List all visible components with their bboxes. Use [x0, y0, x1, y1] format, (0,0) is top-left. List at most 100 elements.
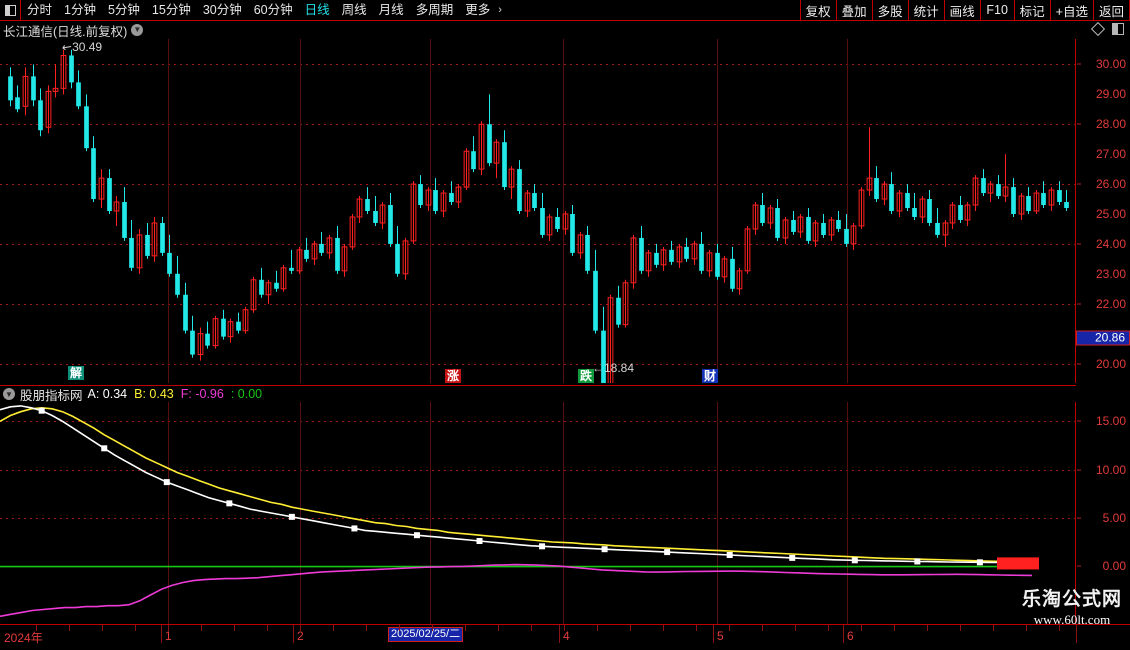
indicator-name: 股朋指标网 [20, 388, 83, 403]
indicator-value-3: : 0.00 [230, 387, 263, 401]
indicator-svg [0, 402, 1075, 624]
toolbar-left-group: 分时 1分钟 5分钟 15分钟 30分钟 60分钟 日线 周线 月线 多周期 更多 › [0, 0, 506, 20]
timeframe-7[interactable]: 周线 [341, 3, 367, 17]
date-tick [1059, 625, 1060, 631]
price-chart-pane[interactable]: ↙30.49 ←18.84 解 涨 跌 财 [0, 39, 1076, 383]
timeframe-6[interactable]: 日线 [304, 3, 330, 17]
indicator-pane[interactable] [0, 402, 1076, 624]
indicator-collapse-icon[interactable]: ▼ [3, 388, 15, 400]
toolbar-action-2[interactable]: 多股 [871, 0, 908, 20]
date-tick [960, 625, 961, 631]
price-tick-mark-8 [1077, 303, 1081, 305]
date-separator [1076, 625, 1077, 643]
toolbar-action-8[interactable]: 返回 [1092, 0, 1130, 20]
date-label-1: 1 [165, 629, 172, 643]
date-tick [300, 625, 301, 631]
indicator-tick-mark-1 [1077, 469, 1081, 471]
timeframe-10[interactable]: 更多 [465, 3, 491, 17]
stock-header: 长江通信(日线.前复权) ▼ [0, 21, 1130, 39]
toolbar-action-3[interactable]: 统计 [907, 0, 944, 20]
price-tick-7: 23.00 [1095, 266, 1126, 281]
panel-icon[interactable] [1112, 23, 1124, 35]
toolbar-action-1[interactable]: 叠加 [835, 0, 872, 20]
price-tick-mark-2 [1077, 123, 1081, 125]
signal-marker-1[interactable]: 涨 [445, 369, 462, 383]
date-tick [102, 625, 103, 631]
date-highlight: 2025/02/25/二 [388, 627, 464, 642]
toolbar-action-group: 复权 叠加 多股 统计 画线 F10 标记 +自选 返回 [799, 0, 1130, 20]
date-separator [161, 625, 162, 643]
price-tick-6: 24.00 [1095, 236, 1126, 251]
price-tick-0: 30.00 [1095, 57, 1126, 72]
indicator-values: A: 0.34 B: 0.43 F: -0.96: 0.00 [88, 387, 263, 401]
date-tick [993, 625, 994, 631]
date-separator [293, 625, 294, 643]
date-label-3: 4 [563, 629, 570, 643]
date-tick [531, 625, 532, 631]
date-label-0: 2024年 [4, 631, 43, 645]
date-label-2: 2 [297, 629, 304, 643]
toolbar-action-7[interactable]: +自选 [1049, 0, 1093, 20]
page-title: 长江通信(日线.前复权) [3, 24, 128, 39]
timeframe-2[interactable]: 5分钟 [107, 3, 140, 17]
timeframe-5[interactable]: 60分钟 [253, 3, 293, 17]
split-panel-icon[interactable] [0, 0, 21, 20]
price-tick-4: 26.00 [1095, 177, 1126, 192]
timeframe-1[interactable]: 1分钟 [64, 3, 96, 17]
indicator-tick-2: 5.00 [1102, 510, 1126, 525]
date-tick [36, 625, 37, 631]
indicator-value-0: A: 0.34 [87, 387, 128, 401]
toolbar-action-0[interactable]: 复权 [799, 0, 836, 20]
toolbar-action-5[interactable]: F10 [979, 0, 1014, 20]
high-price-value: 30.49 [72, 40, 103, 54]
signal-marker-2[interactable]: 跌 [578, 369, 595, 383]
chevron-right-icon[interactable]: › [498, 4, 502, 16]
date-axis: 2025/02/25/二 2024年 1 2 4 5 6 [0, 624, 1130, 650]
date-tick [894, 625, 895, 631]
date-tick [333, 625, 334, 631]
price-tick-mark-0 [1077, 63, 1081, 65]
price-tick-8: 22.00 [1095, 296, 1126, 311]
date-tick [366, 625, 367, 631]
date-tick [927, 625, 928, 631]
price-tick-10: 20.00 [1095, 356, 1126, 371]
date-tick [432, 625, 433, 631]
high-price-annotation: ↙30.49 [58, 39, 103, 56]
timeframe-8[interactable]: 月线 [378, 3, 404, 17]
date-tick [69, 625, 70, 631]
date-tick [729, 625, 730, 631]
indicator-axis: 15.00 10.00 5.00 0.00 [1076, 402, 1130, 624]
date-tick [564, 625, 565, 631]
date-label-5: 6 [847, 629, 854, 643]
date-tick [696, 625, 697, 631]
indicator-tick-0: 15.00 [1095, 414, 1126, 429]
date-separator [843, 625, 844, 643]
signal-marker-0[interactable]: 解 [68, 366, 85, 380]
signal-marker-3[interactable]: 财 [702, 369, 719, 383]
diamond-icon[interactable] [1090, 21, 1106, 37]
toolbar-action-6[interactable]: 标记 [1013, 0, 1050, 20]
date-tick [1026, 625, 1027, 631]
timeframe-9[interactable]: 多周期 [415, 3, 454, 17]
indicator-header: ▼ 股朋指标网 A: 0.34 B: 0.43 F: -0.96: 0.00 [0, 385, 1076, 403]
indicator-value-2: F: -0.96 [180, 387, 224, 401]
indicator-tick-mark-2 [1077, 517, 1081, 519]
date-tick [201, 625, 202, 631]
indicator-tick-3: 0.00 [1102, 559, 1126, 574]
chevron-down-icon[interactable]: ▼ [131, 24, 144, 36]
header-icons [1090, 21, 1124, 37]
timeframe-4[interactable]: 30分钟 [202, 3, 242, 17]
timeframe-list: 分时 1分钟 5分钟 15分钟 30分钟 60分钟 日线 周线 月线 多周期 更多 [21, 0, 496, 20]
top-toolbar: 分时 1分钟 5分钟 15分钟 30分钟 60分钟 日线 周线 月线 多周期 更多 › 复权 叠加 多股… [0, 0, 1130, 21]
timeframe-3[interactable]: 15分钟 [151, 3, 191, 17]
date-tick [828, 625, 829, 631]
timeframe-0[interactable]: 分时 [27, 3, 53, 17]
toolbar-action-4[interactable]: 画线 [943, 0, 980, 20]
price-tick-mark-10 [1077, 363, 1081, 365]
date-tick [267, 625, 268, 631]
date-tick [597, 625, 598, 631]
date-tick [762, 625, 763, 631]
price-tick-mark-6 [1077, 243, 1081, 245]
low-price-annotation: ←18.84 [592, 361, 634, 375]
